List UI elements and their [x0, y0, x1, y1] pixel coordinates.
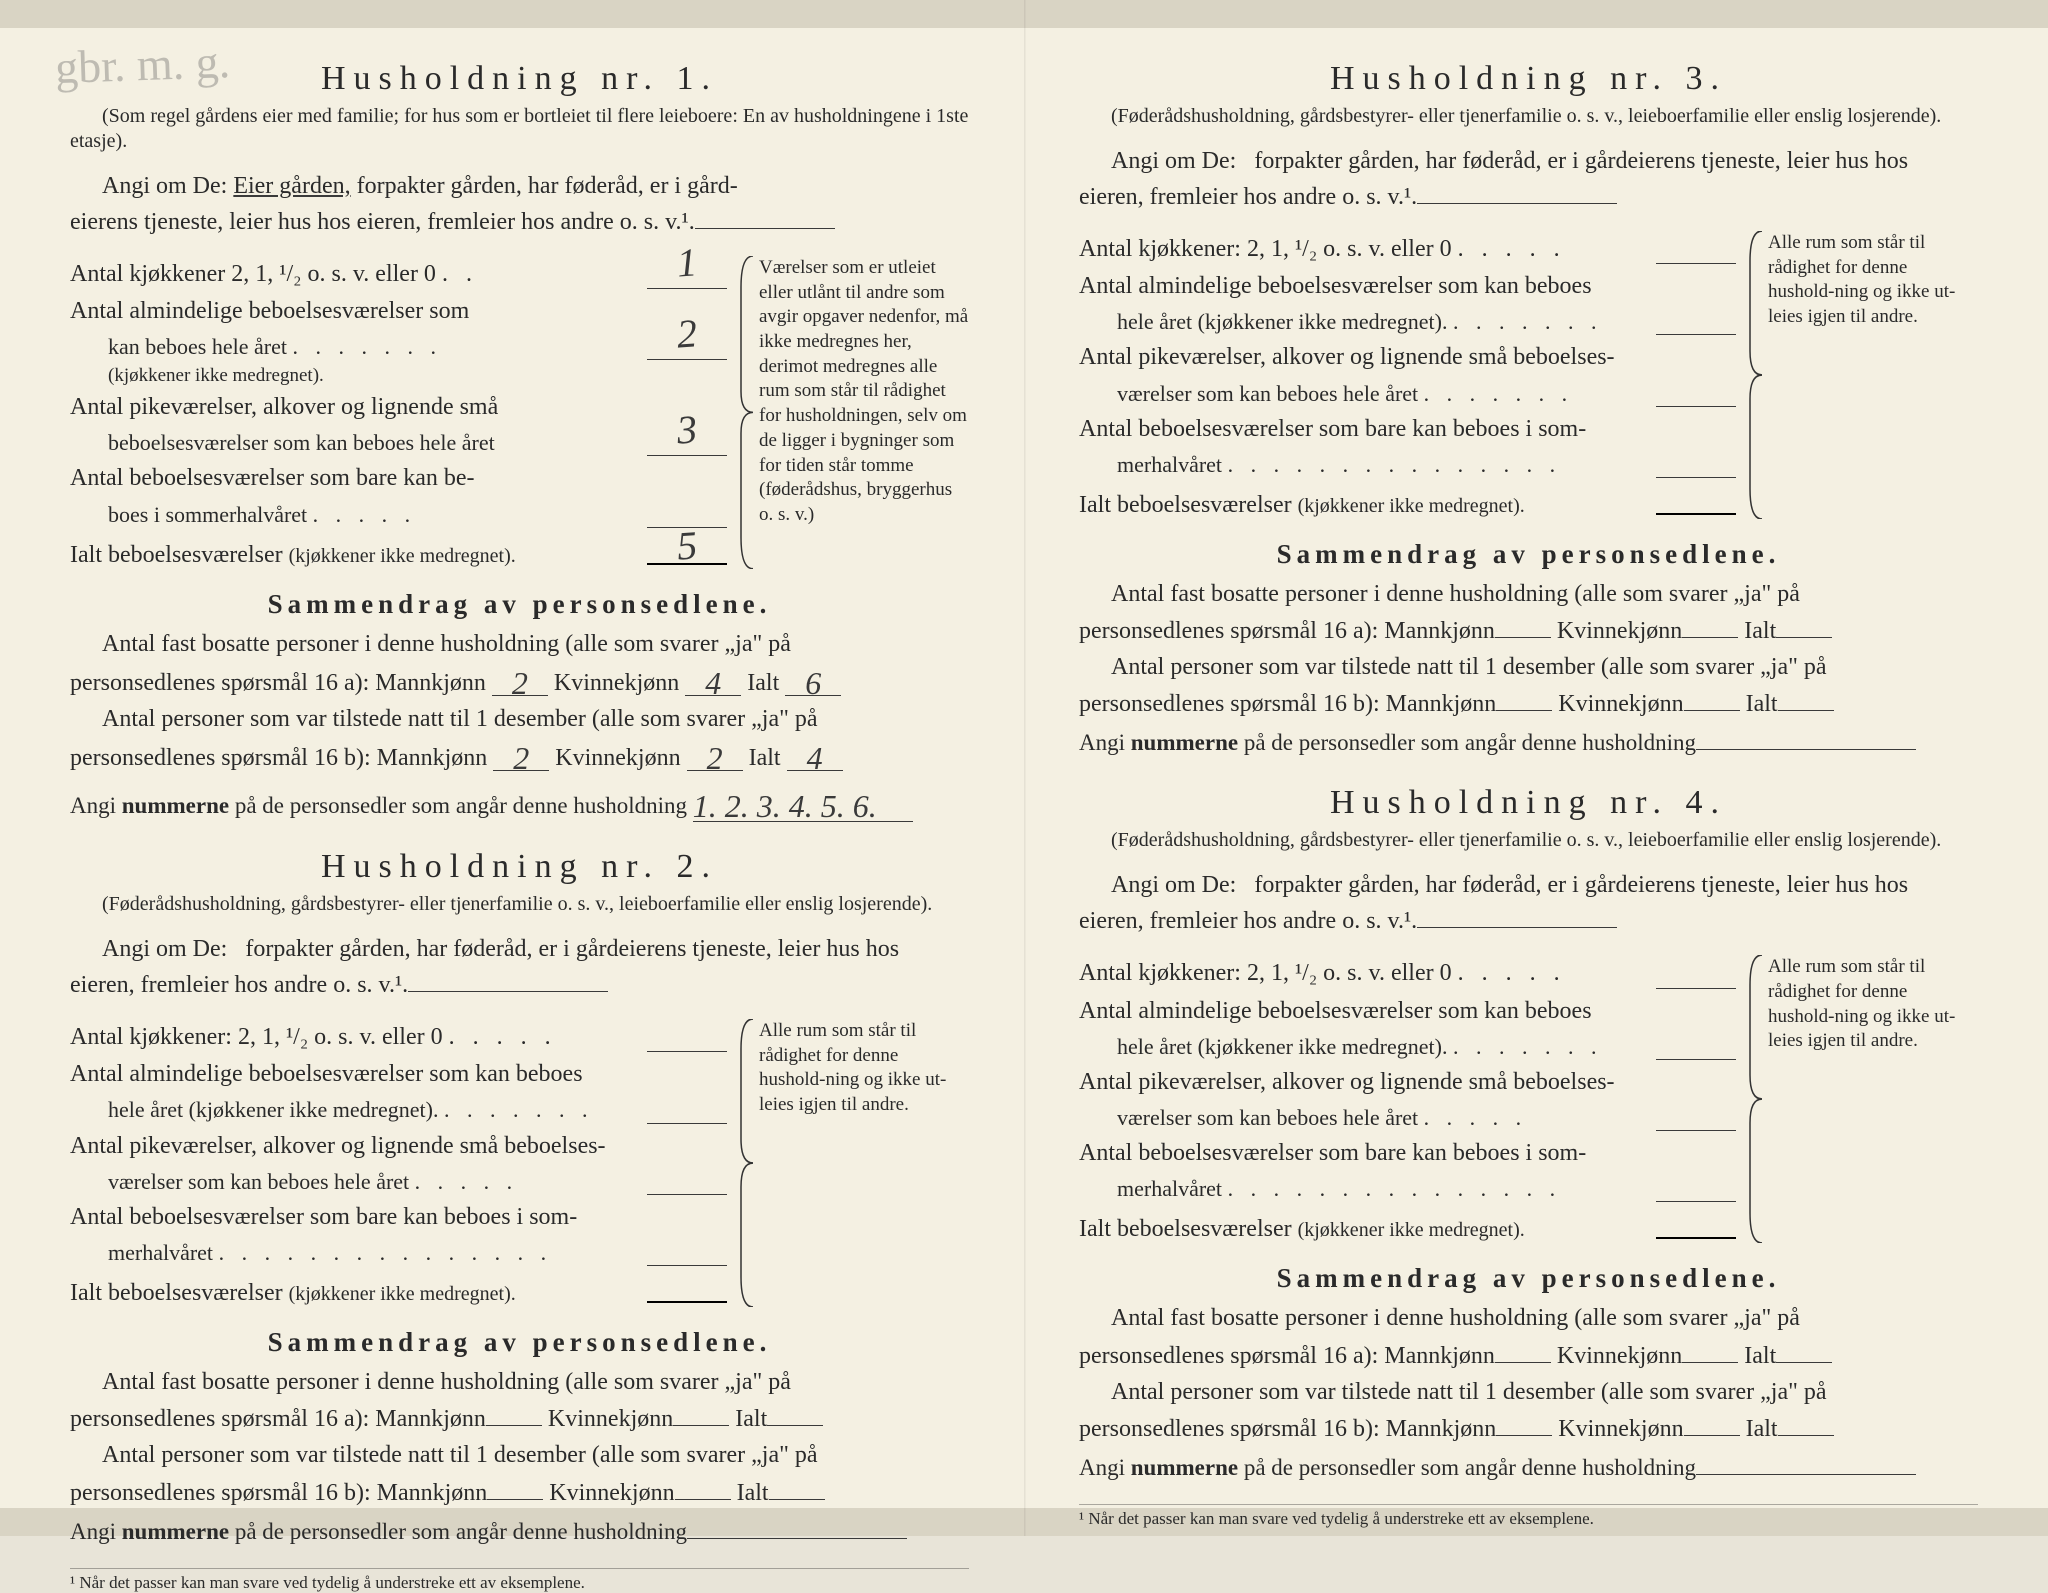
- side-note-4: Alle rum som står til rådighet for denne…: [1754, 955, 1978, 1243]
- value-16b-mann: 2: [513, 742, 529, 774]
- husholdning-1-note: (Som regel gårdens eier med familie; for…: [70, 104, 969, 154]
- sammendrag-3-title: Sammendrag av personsedlene.: [1079, 539, 1978, 570]
- row-kjokkener: Antal kjøkkener 2, 1, ¹/₂ o. s. v. eller…: [70, 256, 727, 293]
- row-ialt-1: Ialt beboelsesværelser (kjøkkener ikke m…: [70, 542, 727, 569]
- husholdning-4-block: Antal kjøkkener: 2, 1, ¹/₂ o. s. v. elle…: [1079, 955, 1978, 1243]
- value-almindelige: 2: [675, 303, 699, 366]
- sammendrag-2-title: Sammendrag av personsedlene.: [70, 1327, 969, 1358]
- sammendrag-4-title: Sammendrag av personsedlene.: [1079, 1263, 1978, 1294]
- side-note-1: Værelser som er utleiet eller utlånt til…: [745, 256, 969, 569]
- footnote-right: ¹ Når det passer kan man svare ved tydel…: [1079, 1504, 1978, 1529]
- husholdning-3-block: Antal kjøkkener: 2, 1, ¹/₂ o. s. v. elle…: [1079, 231, 1978, 519]
- side-note-2: Alle rum som står til rådighet for denne…: [745, 1019, 969, 1307]
- husholdning-2-title: Husholdning nr. 2.: [70, 848, 969, 886]
- husholdning-1-block: Antal kjøkkener 2, 1, ¹/₂ o. s. v. eller…: [70, 256, 969, 569]
- value-16b-ialt: 4: [807, 742, 823, 774]
- husholdning-1-angi: Angi om De: Eier gården, forpakter gårde…: [70, 168, 969, 204]
- value-16b-kvin: 2: [707, 742, 723, 774]
- husholdning-2-block: Antal kjøkkener: 2, 1, ¹/₂ o. s. v. elle…: [70, 1019, 969, 1307]
- value-ialt-1: 5: [675, 521, 698, 569]
- footnote-left: ¹ Når det passer kan man svare ved tydel…: [70, 1568, 969, 1593]
- angi-nummerne-1: Angi nummerne på de personsedler som ang…: [70, 784, 969, 822]
- husholdning-2-note: (Føderådshusholdning, gårdsbestyrer- ell…: [70, 892, 969, 917]
- sammendrag-1-title: Sammendrag av personsedlene.: [70, 589, 969, 620]
- value-16a-ialt: 6: [805, 667, 821, 699]
- side-note-3: Alle rum som står til rådighet for denne…: [1754, 231, 1978, 519]
- pencil-annotation: gbr. m. g.: [54, 35, 231, 94]
- value-16a-kvin: 4: [705, 667, 721, 699]
- value-kjokkener: 1: [675, 232, 699, 295]
- value-pikevaerelser: 3: [675, 399, 699, 462]
- right-page: Husholdning nr. 3. (Føderådshusholdning,…: [1024, 0, 2048, 1536]
- husholdning-4-title: Husholdning nr. 4.: [1079, 784, 1978, 822]
- value-16a-mann: 2: [512, 667, 528, 699]
- underlined-option: Eier gården,: [233, 173, 350, 199]
- value-nummerne: 1. 2. 3. 4. 5. 6.: [693, 788, 877, 825]
- left-page: gbr. m. g. Husholdning nr. 1. (Som regel…: [0, 0, 1024, 1536]
- husholdning-3-title: Husholdning nr. 3.: [1079, 60, 1978, 98]
